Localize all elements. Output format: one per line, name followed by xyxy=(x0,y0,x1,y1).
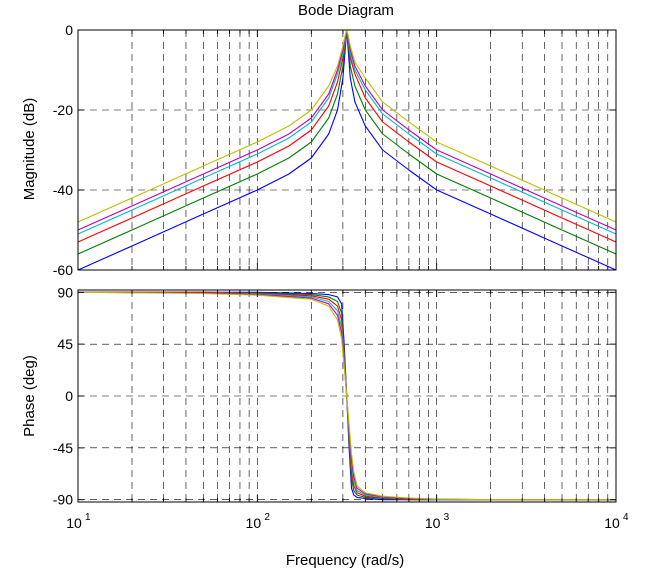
magnitude-series-line-3 xyxy=(77,29,617,243)
magnitude-axis-label: Magnitude (dB) xyxy=(21,98,38,201)
x-tick-exponent: 2 xyxy=(264,512,270,523)
magnitude-grid xyxy=(78,30,616,270)
x-tick-label: 10 xyxy=(425,515,441,531)
x-tick-exponent: 4 xyxy=(623,512,629,523)
magnitude-panel: 0 -20 -40 -60 xyxy=(53,22,617,278)
magnitude-y-tick-label: -40 xyxy=(53,182,73,198)
magnitude-curves xyxy=(77,29,617,271)
phase-y-tick-label: -90 xyxy=(53,492,73,508)
magnitude-y-tick-label: -60 xyxy=(53,262,73,278)
magnitude-ticks: 0 -20 -40 -60 xyxy=(53,22,616,278)
x-tick-exponent: 3 xyxy=(444,512,450,523)
magnitude-series-line-2 xyxy=(77,29,617,255)
x-tick-label: 10 xyxy=(604,515,620,531)
magnitude-series-line-6 xyxy=(77,29,617,223)
magnitude-series-line-4 xyxy=(77,29,617,235)
magnitude-frame xyxy=(77,29,617,271)
magnitude-y-tick-label: 0 xyxy=(65,22,73,38)
magnitude-series-line-5 xyxy=(77,29,617,231)
x-tick-label: 10 xyxy=(66,515,82,531)
phase-y-tick-label: 45 xyxy=(57,336,73,352)
magnitude-series-line-1 xyxy=(77,29,617,271)
phase-y-tick-label: 0 xyxy=(65,388,73,404)
phase-y-tick-label: -45 xyxy=(53,440,73,456)
chart-title: Bode Diagram xyxy=(298,2,394,19)
x-tick-label: 10 xyxy=(246,515,262,531)
phase-y-tick-label: 90 xyxy=(57,284,73,300)
magnitude-y-tick-label: -20 xyxy=(53,102,73,118)
frequency-axis-label: Frequency (rad/s) xyxy=(286,552,404,569)
x-tick-exponent: 1 xyxy=(85,512,91,523)
phase-axis-label: Phase (deg) xyxy=(21,355,38,437)
